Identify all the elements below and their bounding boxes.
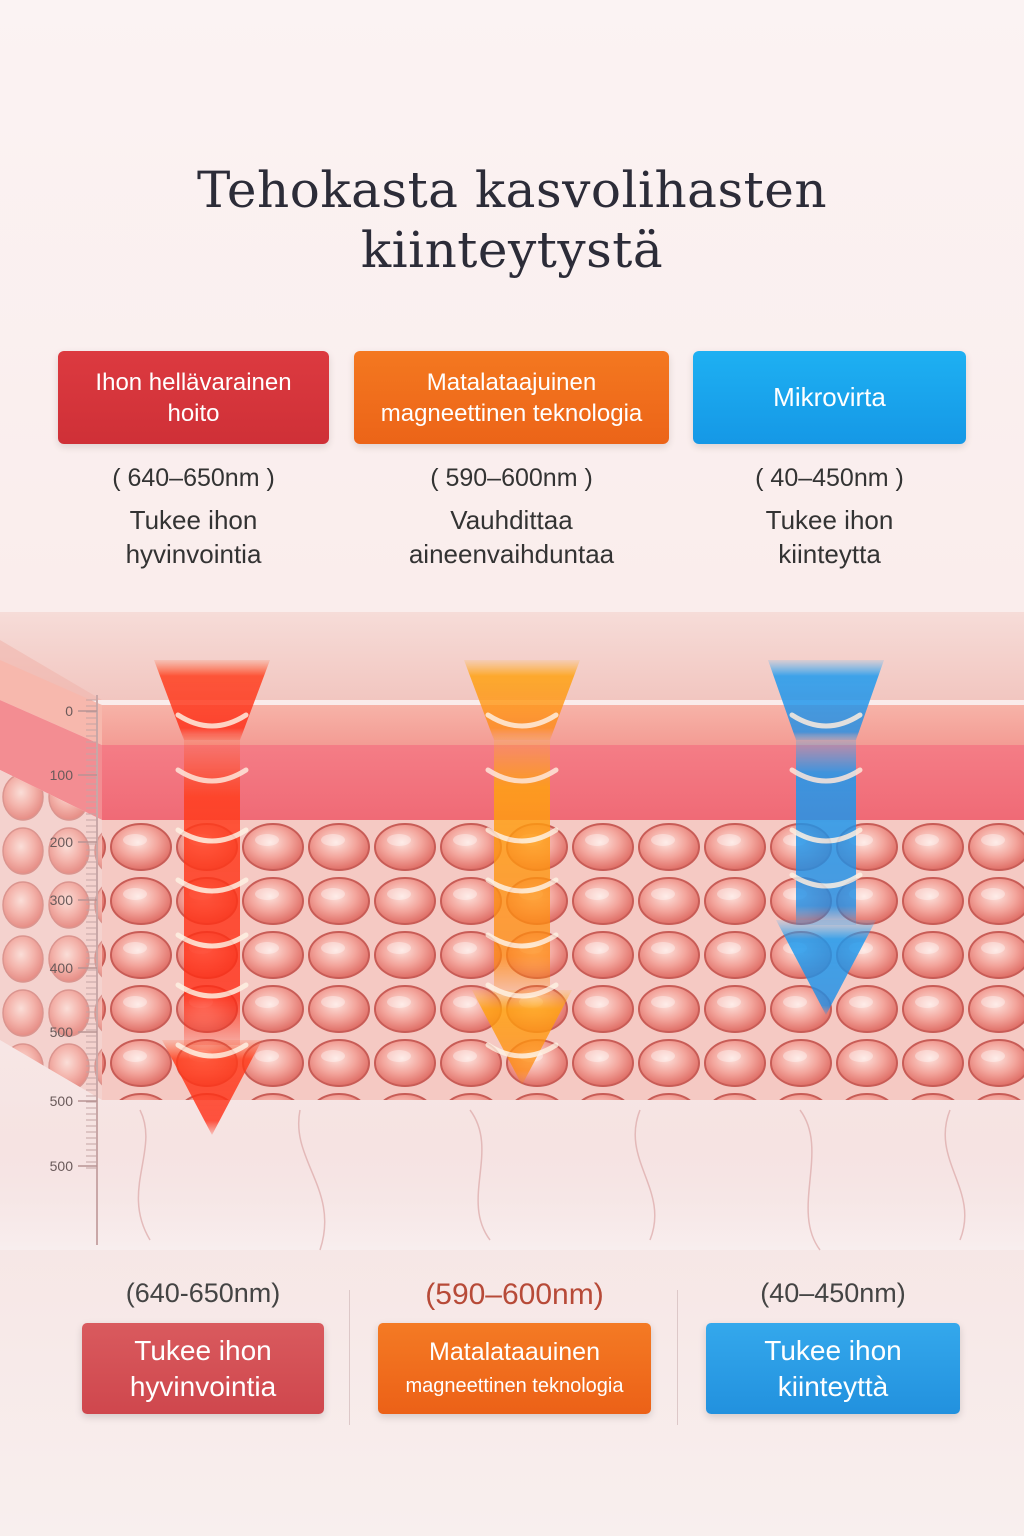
red-wave-arc — [175, 877, 249, 894]
vein-lines — [137, 1109, 966, 1251]
orange-label-line-1: Matalataajuinen — [426, 368, 597, 396]
orange-wave-arc — [485, 712, 559, 729]
blue-beam-funnel — [768, 660, 884, 740]
subcutaneous-fade — [0, 1100, 1024, 1250]
bottom-orange-wavelength: (590–600nm) — [425, 1278, 604, 1311]
orange-light-label: Matalataajuinen magneettinen teknologia — [354, 351, 669, 444]
red-desc-line-1: Tukee ihon — [129, 505, 258, 535]
cell-layer — [102, 820, 1024, 1100]
red-light-beam — [154, 660, 270, 1135]
orange-beam-shaft — [494, 735, 550, 995]
scale-label: 500 — [50, 1024, 74, 1040]
bottom-blue-line-1: Tukee ihon — [764, 1334, 902, 1366]
orange-wave-arc — [485, 827, 559, 844]
light-beams — [154, 660, 884, 1135]
orange-wave-arc — [485, 932, 559, 949]
bottom-red-box: Tukee ihon hyvinvointia — [82, 1323, 324, 1414]
bottom-blue-line-2: kiinteyttà — [777, 1370, 889, 1402]
bottom-red-line-2: hyvinvointia — [129, 1370, 277, 1402]
bottom-blue-box: Tukee ihon kiinteyttà — [706, 1323, 960, 1414]
bottom-blue-wavelength: (40–450nm) — [760, 1278, 906, 1308]
scale-label: 0 — [65, 703, 73, 719]
title-line-2: kiinteytystä — [360, 221, 664, 279]
blue-wave-arc — [789, 767, 863, 784]
orange-light-beam — [464, 660, 580, 1085]
red-beam-shaft — [184, 735, 240, 1045]
dermis-layer — [102, 745, 1024, 820]
red-wave-arc — [175, 982, 249, 999]
orange-beam-arrowhead — [472, 990, 572, 1085]
orange-label-line-2: magneettinen teknologia — [380, 399, 643, 427]
orange-wave-arc — [485, 982, 559, 999]
scale-label: 100 — [50, 767, 74, 783]
orange-wave-arc — [485, 767, 559, 784]
bottom-orange-line-1: Matalataauinen — [429, 1337, 600, 1366]
blue-beam-shaft — [796, 735, 856, 925]
red-label-line-2: hoito — [167, 399, 220, 427]
scale-label: 300 — [50, 892, 74, 908]
blue-light-beam — [768, 660, 884, 1015]
blue-beam-arrowhead — [776, 920, 876, 1015]
blue-desc-line-1: Tukee ihon — [765, 505, 894, 535]
side-epidermis — [0, 660, 102, 745]
orange-wave-arc — [485, 877, 559, 894]
red-wave-arc — [175, 767, 249, 784]
scale-label: 400 — [50, 960, 74, 976]
blue-wave-arc — [789, 827, 863, 844]
scale-label: 500 — [50, 1093, 74, 1109]
blue-wave-arc — [789, 872, 863, 889]
title-line-1: Tehokasta kasvolihasten — [196, 161, 828, 219]
red-wavelength: ( 640–650nm ) — [112, 464, 275, 492]
skin-surface — [0, 612, 1024, 700]
blue-label-line-1: Mikrovirta — [773, 382, 886, 412]
orange-beam-funnel — [464, 660, 580, 740]
red-wave-arc — [175, 712, 249, 729]
divider-1 — [349, 1290, 350, 1425]
red-wave-arc — [175, 932, 249, 949]
blue-desc-line-2: kiinteytta — [778, 539, 881, 569]
depth-scale: 0 100 200 300 400 500 500 500 — [50, 695, 98, 1245]
skin-surface-left — [0, 640, 102, 700]
red-label-line-1: Ihon hellävarainen — [95, 368, 292, 396]
red-beam-funnel — [154, 660, 270, 740]
top-column-red: Ihon hellävarainen hoito ( 640–650nm ) T… — [58, 351, 329, 571]
blue-light-label: Mikrovirta — [693, 351, 966, 444]
red-beam-arrowhead — [162, 1040, 262, 1135]
red-light-label: Ihon hellävarainen hoito — [58, 351, 329, 444]
scale-label: 500 — [50, 1158, 74, 1174]
divider-2 — [677, 1290, 678, 1425]
scale-label: 200 — [50, 834, 74, 850]
bottom-red-line-1: Tukee ihon — [134, 1334, 272, 1366]
page-title: Tehokasta kasvolihasten kiinteytystä — [0, 160, 1024, 280]
orange-description: Vauhdittaa aineenvaihduntaa — [354, 503, 669, 571]
side-dermis — [0, 700, 102, 820]
orange-desc-line-2: aineenvaihduntaa — [408, 539, 615, 569]
red-desc-line-2: hyvinvointia — [125, 539, 262, 569]
blue-description: Tukee ihon kiinteytta — [693, 503, 966, 571]
top-column-blue: Mikrovirta ( 40–450nm ) Tukee ihon kiint… — [693, 351, 966, 571]
epidermis-layer — [102, 705, 1024, 745]
orange-wavelength: ( 590–600nm ) — [430, 464, 593, 492]
side-cells — [0, 770, 102, 1100]
bottom-red-wavelength: (640-650nm) — [125, 1278, 281, 1308]
blue-wave-arc — [789, 712, 863, 729]
orange-wave-arc — [485, 1042, 559, 1059]
blue-wavelength: ( 40–450nm ) — [755, 464, 904, 492]
bottom-orange-box: Matalataauinen magneettinen teknologia — [378, 1323, 651, 1414]
red-wave-arc — [175, 827, 249, 844]
bottom-orange-line-2: magneettinen teknologia — [405, 1374, 624, 1397]
red-wave-arc — [175, 1042, 249, 1059]
top-column-orange: Matalataajuinen magneettinen teknologia … — [354, 351, 669, 571]
red-description: Tukee ihon hyvinvointia — [58, 503, 329, 571]
orange-desc-line-1: Vauhdittaa — [450, 505, 573, 535]
